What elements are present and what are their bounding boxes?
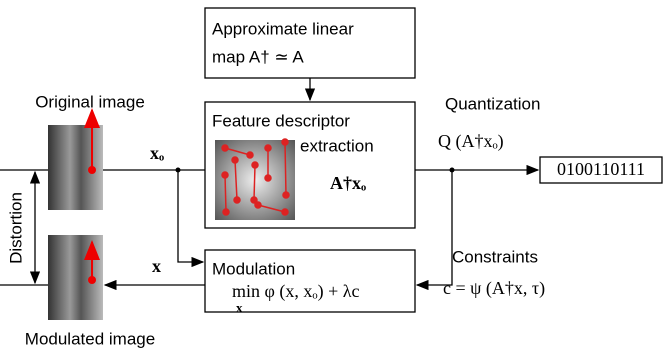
modulated-label: Modulated image [25, 329, 155, 348]
approx-text: map A† ≃ A [212, 47, 304, 66]
x-label: x [152, 256, 161, 276]
quantization-label: Quantization [445, 94, 540, 113]
modulation-formula: min φ (x, xₒ) + λc [232, 281, 359, 302]
feature-text: extraction [300, 136, 374, 155]
distortion-label: Distortion [6, 192, 25, 264]
original-label: Original image [35, 92, 145, 111]
constraints-label: Constraints [452, 247, 538, 266]
xo-label: xₒ [150, 143, 164, 163]
constraints-formula: c = ψ (A†x, τ) [443, 278, 545, 299]
diagram: Approximate linear map A† ≃ A Feature de… [0, 0, 665, 354]
modulation-title: Modulation [212, 259, 295, 278]
quantization-formula: Q (A†xₒ) [438, 131, 504, 152]
feature-text: Feature descriptor [212, 111, 350, 130]
arrow [178, 170, 203, 262]
arrow [417, 170, 452, 285]
red-dot [88, 166, 96, 174]
output-bits: 0100110111 [557, 159, 645, 179]
feature-formula: A†xₒ [330, 173, 366, 193]
red-dot [88, 276, 96, 284]
approx-text: Approximate linear [212, 19, 354, 38]
modulation-subscript: x [236, 300, 243, 315]
